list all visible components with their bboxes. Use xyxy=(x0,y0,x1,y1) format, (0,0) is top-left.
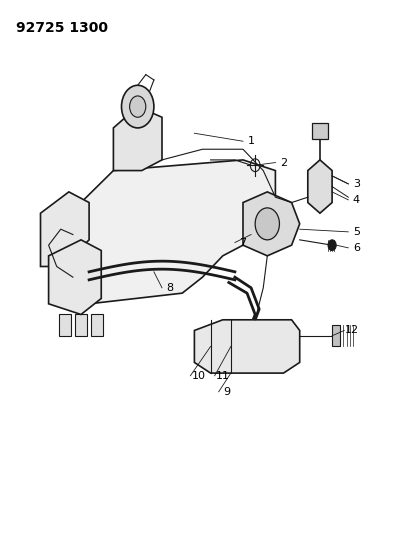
Polygon shape xyxy=(308,160,332,213)
Text: 7: 7 xyxy=(239,238,247,247)
Polygon shape xyxy=(91,314,103,336)
Polygon shape xyxy=(73,160,275,304)
Text: 11: 11 xyxy=(216,371,230,381)
Polygon shape xyxy=(194,320,300,373)
Polygon shape xyxy=(243,192,300,256)
Text: 5: 5 xyxy=(353,227,360,237)
Polygon shape xyxy=(59,314,71,336)
Circle shape xyxy=(328,240,336,251)
Text: 12: 12 xyxy=(345,326,359,335)
Circle shape xyxy=(122,85,154,128)
Polygon shape xyxy=(49,240,101,314)
Polygon shape xyxy=(40,192,89,266)
Text: 1: 1 xyxy=(247,136,255,146)
Text: 4: 4 xyxy=(353,195,360,205)
Text: 2: 2 xyxy=(280,158,287,167)
Polygon shape xyxy=(75,314,87,336)
Text: 3: 3 xyxy=(353,179,360,189)
Text: 8: 8 xyxy=(166,283,174,293)
Circle shape xyxy=(130,96,146,117)
Circle shape xyxy=(255,208,279,240)
Polygon shape xyxy=(332,325,340,346)
Text: 6: 6 xyxy=(353,243,360,253)
Text: 9: 9 xyxy=(223,387,230,397)
Polygon shape xyxy=(113,107,162,171)
Text: 10: 10 xyxy=(192,371,205,381)
Text: 92725 1300: 92725 1300 xyxy=(16,21,108,35)
Polygon shape xyxy=(312,123,328,139)
